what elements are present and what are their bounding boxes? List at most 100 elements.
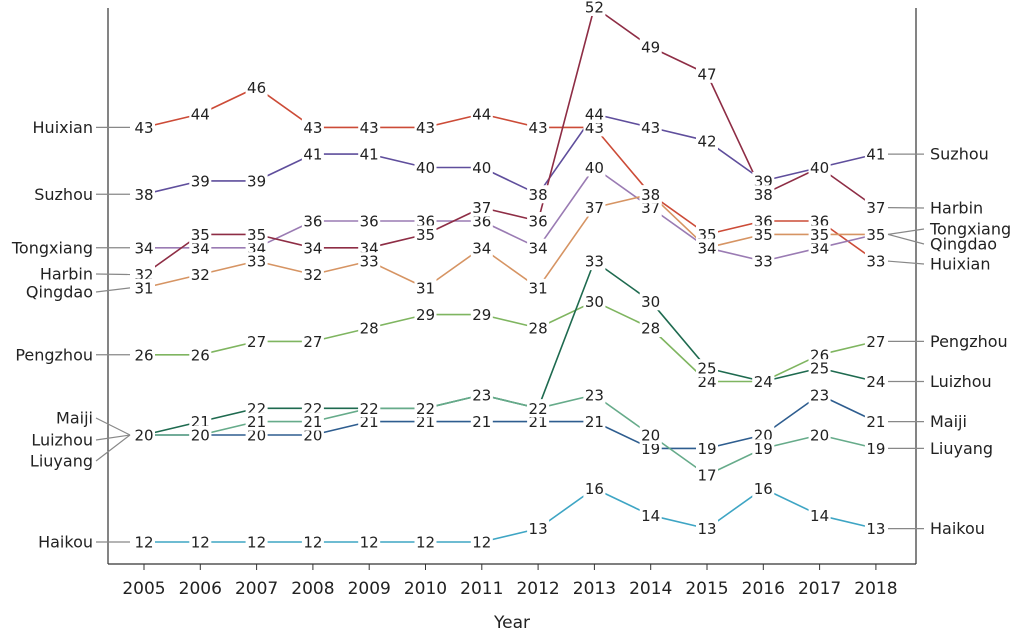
value-label-bg [696,64,718,83]
value-label-suzhou: 40 [472,159,491,177]
value-label-bg [808,225,831,244]
value-label-bg [583,0,606,16]
value-label-harbin: 35 [191,226,210,244]
value-label-bg [189,105,212,123]
value-label-huixian: 44 [472,106,491,124]
value-label-bg [527,399,550,418]
value-label-qingdao: 32 [191,266,210,284]
value-label-liuyang: 19 [754,440,773,458]
value-label-bg [583,412,606,431]
value-label-qingdao: 31 [416,279,435,297]
value-label-bg [414,158,437,177]
value-label-bg [808,158,831,177]
right-label-suzhou: Suzhou [930,145,989,164]
value-label-bg [470,105,493,123]
value-label-bg [358,399,381,418]
value-label-huixian: 43 [529,119,548,137]
value-label-bg [301,265,324,284]
value-label-liuyang: 20 [810,427,829,445]
value-label-qingdao: 35 [754,226,773,244]
left-connector-qingdao [95,287,131,293]
left-label-qingdao: Qingdao [26,283,93,302]
value-label-tongxiang: 34 [191,239,210,257]
left-connector-harbin [95,273,131,276]
value-label-maiji: 21 [472,413,491,431]
value-label-qingdao: 34 [697,239,716,257]
right-label-qingdao: Qingdao [930,235,997,254]
right-label-haikou: Haikou [930,519,985,538]
value-label-suzhou: 38 [529,186,548,204]
value-label-bg [808,359,831,378]
value-label-bg [527,278,550,297]
value-label-tongxiang: 34 [134,239,153,257]
value-label-huixian: 43 [360,119,379,137]
value-label-bg [696,131,718,150]
value-label-suzhou: 41 [303,146,322,164]
value-label-luizhou: 25 [810,360,829,378]
value-label-bg [470,158,493,177]
value-label-bg [133,278,155,297]
value-label-bg [864,225,887,244]
value-label-bg [864,252,887,271]
value-label-suzhou: 41 [360,146,379,164]
value-label-haikou: 12 [247,534,266,552]
left-connector-luizhou [95,434,131,441]
right-label-maiji: Maiji [930,412,967,431]
value-label-bg [133,426,155,444]
value-label-liuyang: 20 [134,427,153,445]
value-label-bg [639,426,662,444]
right-label-harbin: Harbin [930,199,983,218]
value-label-bg [527,118,550,137]
value-label-bg [527,519,550,538]
value-label-luizhou: 33 [585,253,604,271]
value-label-harbin: 35 [416,226,435,244]
value-label-huixian: 43 [585,119,604,137]
value-label-bg [358,252,381,271]
value-label-huixian: 43 [303,119,322,137]
value-label-luizhou: 25 [697,360,716,378]
value-label-maiji: 21 [585,413,604,431]
value-label-bg [470,198,493,217]
x-tick-label: 2007 [235,579,278,599]
x-tick-label: 2010 [404,579,447,599]
value-label-tongxiang: 36 [303,213,322,231]
value-label-bg [245,171,268,190]
value-label-huixian: 43 [416,119,435,137]
value-label-pengzhou: 27 [866,333,885,351]
value-label-bg [245,225,268,244]
value-label-harbin: 49 [641,39,660,57]
value-label-bg [470,305,493,324]
value-label-bg [358,533,381,551]
right-connector-tongxiang [887,228,925,235]
value-label-harbin: 36 [529,213,548,231]
value-label-bg [414,399,437,418]
right-connector-huixian [887,260,925,265]
value-label-suzhou: 38 [134,186,153,204]
value-label-bg [527,212,550,230]
value-label-bg [245,252,268,271]
value-label-bg [752,252,775,271]
value-label-suzhou: 40 [416,159,435,177]
value-label-liuyang: 19 [866,440,885,458]
value-label-pengzhou: 29 [416,306,435,324]
value-label-bg [583,198,606,217]
x-tick-label: 2006 [179,579,222,599]
value-label-suzhou: 39 [191,172,210,190]
value-label-suzhou: 39 [247,172,266,190]
value-label-harbin: 34 [303,239,322,257]
value-label-bg [808,385,831,404]
value-label-bg [189,533,212,551]
value-label-bg [189,225,212,244]
value-label-bg [752,479,775,498]
value-label-qingdao: 35 [810,226,829,244]
value-label-haikou: 12 [472,534,491,552]
value-label-haikou: 12 [134,534,153,552]
value-label-liuyang: 22 [529,400,548,418]
x-axis-title: Year [493,613,530,633]
value-label-bg [301,118,324,137]
value-label-bg [133,533,155,551]
value-label-bg [133,185,155,204]
left-label-luizhou: Luizhou [31,431,93,450]
right-label-pengzhou: Pengzhou [930,332,1008,351]
value-label-qingdao: 37 [585,199,604,217]
